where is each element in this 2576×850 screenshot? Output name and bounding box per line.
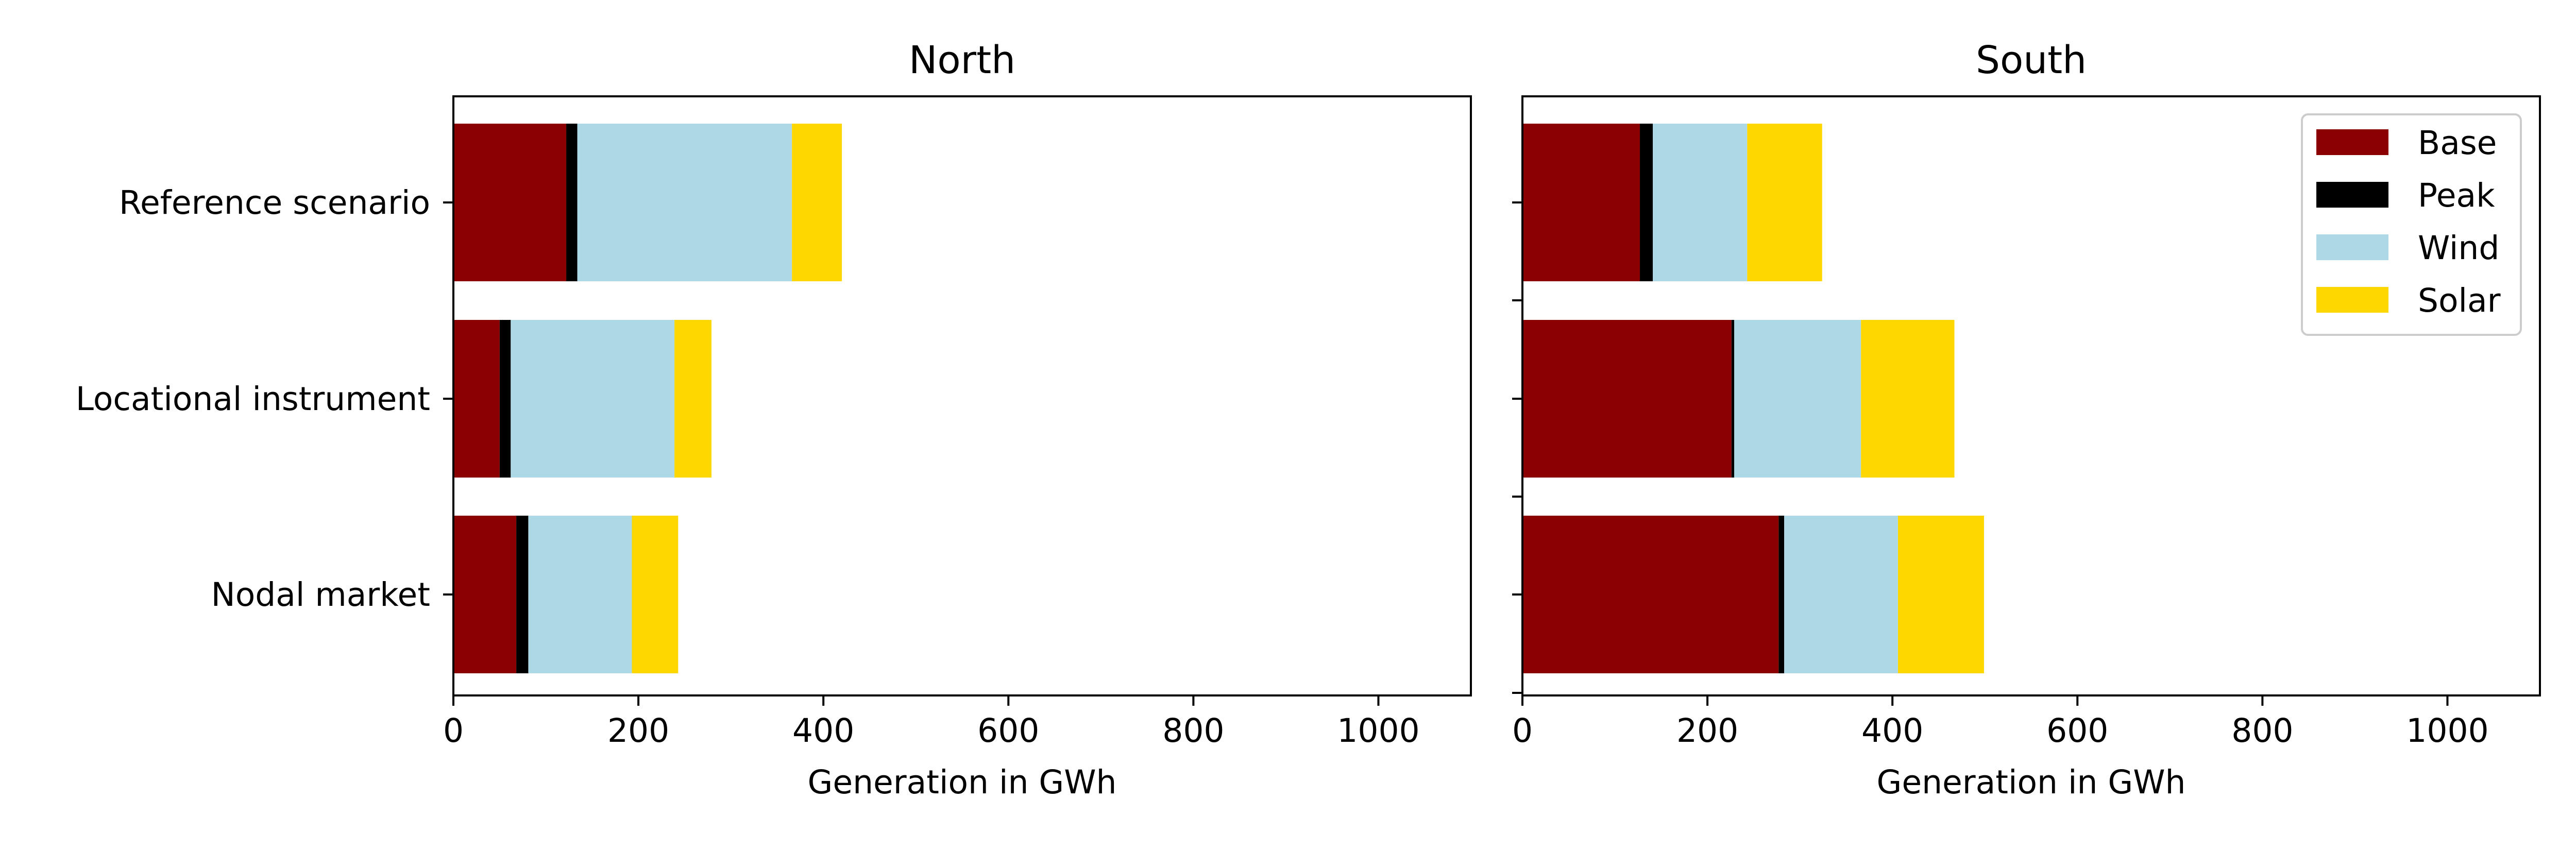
bar-wind-reference-scenario <box>1653 124 1748 281</box>
legend-swatch-base <box>2316 129 2388 155</box>
x-tick-label: 800 <box>1162 712 1224 750</box>
bar-wind-locational-instrument <box>1734 320 1861 478</box>
x-tick-label: 600 <box>977 712 1039 750</box>
bar-peak-nodal-market <box>516 516 529 673</box>
bar-peak-locational-instrument <box>1731 320 1735 478</box>
legend-swatch-peak <box>2316 182 2388 208</box>
y-tick-label: Reference scenario <box>119 184 430 222</box>
bar-wind-nodal-market <box>1784 516 1898 673</box>
x-tick-label: 0 <box>1512 712 1533 750</box>
bar-base-locational-instrument <box>1522 320 1732 478</box>
x-axis-label: Generation in GWh <box>808 763 1117 801</box>
bar-peak-nodal-market <box>1778 516 1785 673</box>
x-tick-label: 800 <box>2231 712 2293 750</box>
bar-base-nodal-market <box>1522 516 1779 673</box>
legend: Base Peak Wind Solar <box>2301 113 2522 336</box>
bar-solar-nodal-market <box>632 516 679 673</box>
y-tick-label: Nodal market <box>211 576 430 614</box>
bar-wind-nodal-market <box>528 516 632 673</box>
legend-swatch-solar <box>2316 287 2388 313</box>
bar-solar-reference-scenario <box>1747 124 1822 281</box>
bar-solar-nodal-market <box>1897 516 1984 673</box>
axes-frame <box>1521 95 2541 696</box>
legend-label-solar: Solar <box>2418 282 2501 319</box>
x-tick-label: 1000 <box>2406 712 2488 750</box>
panel-title: South <box>1976 38 2087 82</box>
bar-solar-locational-instrument <box>1861 320 1955 478</box>
legend-label-base: Base <box>2418 124 2497 162</box>
legend-box <box>2301 113 2522 336</box>
bar-base-reference-scenario <box>453 124 567 281</box>
x-tick-label: 400 <box>792 712 854 750</box>
panel-title: North <box>909 38 1015 82</box>
legend-label-peak: Peak <box>2418 177 2495 214</box>
bar-base-nodal-market <box>453 516 517 673</box>
x-tick-label: 200 <box>1676 712 1738 750</box>
bar-peak-reference-scenario <box>1640 124 1653 281</box>
x-tick-label: 200 <box>607 712 669 750</box>
bar-solar-reference-scenario <box>792 124 842 281</box>
bar-peak-locational-instrument <box>499 320 511 478</box>
bar-solar-locational-instrument <box>674 320 711 478</box>
bar-wind-reference-scenario <box>577 124 792 281</box>
y-tick-label: Locational instrument <box>76 380 430 418</box>
bar-wind-locational-instrument <box>511 320 675 478</box>
bar-peak-reference-scenario <box>566 124 578 281</box>
chart-panel-south: South 0 200 400 600 800 1000 Generation in GWh B… <box>1512 38 2541 801</box>
x-tick-label: 400 <box>1861 712 1923 750</box>
legend-swatch-wind <box>2316 234 2388 260</box>
chart-panel-north: North 0 200 400 600 800 1000 Generation in GWh R… <box>76 38 1472 801</box>
legend-label-wind: Wind <box>2418 229 2499 267</box>
x-tick-label: 600 <box>2046 712 2108 750</box>
bar-base-reference-scenario <box>1522 124 1640 281</box>
x-tick-label: 0 <box>443 712 464 750</box>
axes-frame <box>452 95 1472 696</box>
x-axis-label: Generation in GWh <box>1877 763 2186 801</box>
x-tick-label: 1000 <box>1337 712 1419 750</box>
bar-base-locational-instrument <box>453 320 500 478</box>
